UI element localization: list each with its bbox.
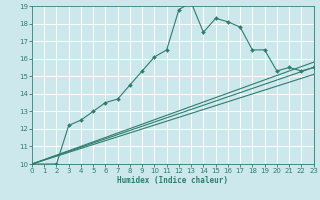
- X-axis label: Humidex (Indice chaleur): Humidex (Indice chaleur): [117, 176, 228, 185]
